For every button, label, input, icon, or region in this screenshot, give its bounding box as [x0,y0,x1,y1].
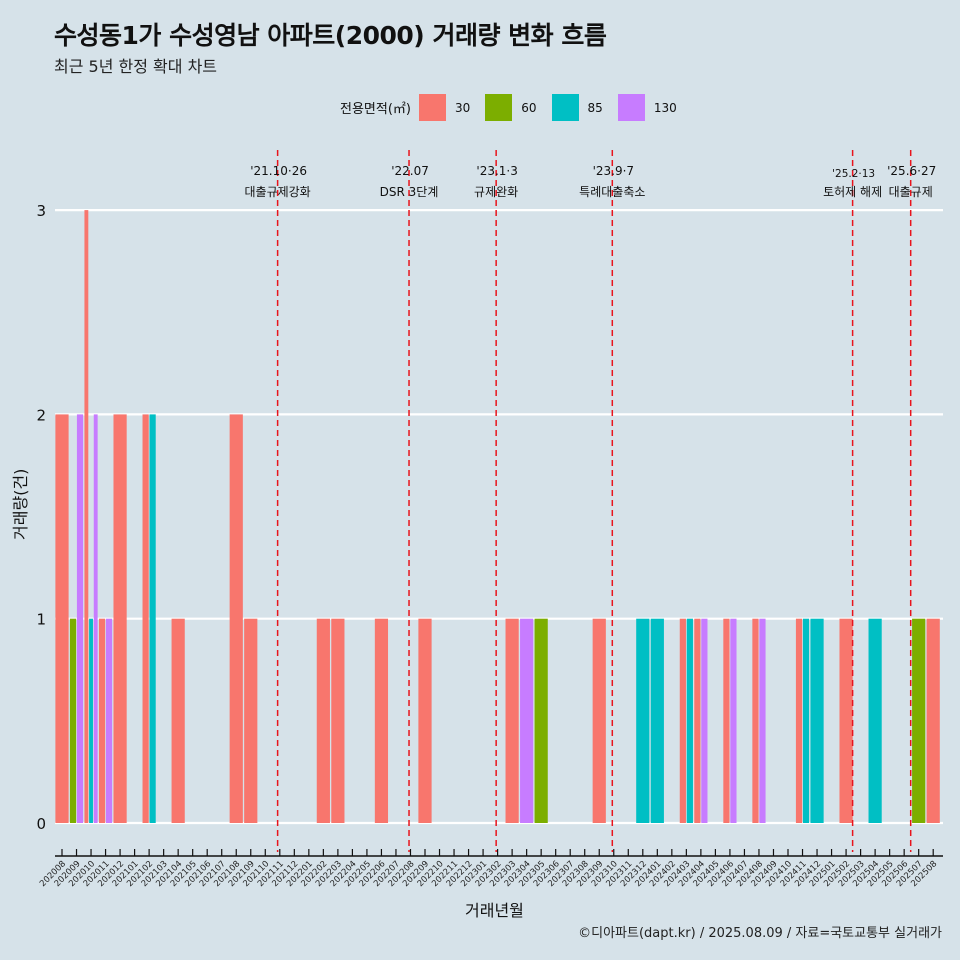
legend-key-130 [617,94,645,121]
bar-202206-30 [374,618,389,823]
bar-202102-30 [142,414,149,823]
y-axis-title: 거래량(건) [11,468,30,540]
bar-202411-85 [802,618,810,823]
bar-202411-30 [795,618,803,823]
event-date: '22.07 [391,164,429,178]
y-tick-label: 3 [36,202,46,220]
event-date: '25.2·13 [832,168,875,180]
bar-202010-30 [84,210,89,824]
bar-202305-60 [534,618,548,823]
bar-202303-30 [505,618,519,823]
legend-key-85 [551,94,579,121]
bar-202008-30 [55,414,69,823]
legend-key-60 [485,94,513,121]
bar-202408-30 [752,618,759,823]
bar-202404-30 [694,618,701,823]
bar-202109-30 [244,618,258,823]
legend-label-60: 60 [521,100,537,115]
bar-202011-30 [98,618,106,823]
y-tick-label: 0 [36,815,46,833]
source-footer: ©디아파트(dapt.kr) / 2025.08.09 / 자료=국토교통부 실… [578,926,942,941]
bar-202412-85 [810,618,824,823]
y-tick-label: 2 [36,406,46,424]
bar-202309-30 [592,618,606,823]
bar-202202-30 [316,618,330,823]
chart-subtitle: 최근 5년 한정 확대 차트 [54,57,218,76]
event-date: '23.1·3 [476,164,517,178]
legend-label-85: 85 [587,100,603,115]
chart-title: 수성동1가 수성영남 아파트(2000) 거래량 변화 흐름 [54,21,607,50]
bar-202010-130 [93,414,98,823]
legend-label-130: 130 [653,100,677,115]
event-label: 토허제 해제 [823,185,882,199]
bar-202304-130 [520,618,534,823]
event-label: 대출규제 [889,185,933,199]
event-label: 특례대출축소 [579,185,645,199]
bar-202502-30 [839,618,853,823]
legend-label-30: 30 [454,100,471,115]
bar-202009-130 [76,414,84,823]
bar-202403-85 [686,618,693,823]
bar-202406-30 [723,618,730,823]
bar-202312-85 [636,618,650,823]
bar-202010-85 [89,618,93,823]
bar-202108-30 [229,414,243,823]
event-label: 규제완화 [474,185,518,199]
bar-202102-85 [149,414,156,823]
bar-202209-30 [418,618,432,823]
bar-202009-60 [69,618,77,823]
bar-202203-30 [331,618,345,823]
legend-key-30 [418,94,446,121]
bar-202507-60 [912,618,926,823]
bar-202012-30 [113,414,127,823]
bar-202406-130 [730,618,737,823]
event-date: '21.10·26 [250,164,307,178]
event-label: 대출규제강화 [244,185,310,199]
x-axis-title: 거래년월 [465,901,524,920]
bar-202104-30 [171,618,185,823]
bar-202401-85 [650,618,664,823]
legend-title: 전용면적(㎡) [340,102,411,117]
legend: 전용면적(㎡) 30 60 85 130 [340,94,692,121]
bar-202408-130 [759,618,766,823]
bar-202504-85 [868,618,882,823]
bar-202011-130 [105,618,113,823]
bar-202404-130 [701,618,708,823]
bar-202403-30 [679,618,686,823]
bar-202508-30 [926,618,940,823]
event-date: '25.6·27 [887,164,936,178]
event-label: DSR 3단계 [380,185,439,199]
y-tick-label: 1 [36,611,46,629]
event-date: '23.9·7 [593,164,634,178]
